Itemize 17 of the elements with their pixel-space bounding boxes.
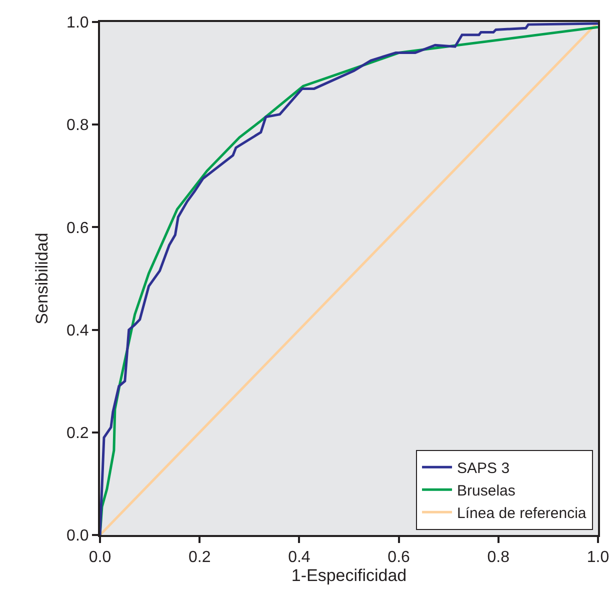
y-tick-label: 0.2 <box>66 425 89 442</box>
legend-label: SAPS 3 <box>457 460 510 477</box>
x-tick-label: 0.8 <box>487 549 510 566</box>
y-tick-label: 1.0 <box>66 14 89 32</box>
x-tick-label: 0.2 <box>188 549 211 566</box>
legend-label: Bruselas <box>457 482 516 500</box>
x-tick-label: 0.0 <box>88 549 112 566</box>
y-tick-label: 0.6 <box>66 220 89 237</box>
x-axis-title: 1-Especificidad <box>291 566 407 586</box>
x-tick-label: 0.6 <box>388 549 410 566</box>
y-axis-title: Sensibilidad <box>32 232 52 324</box>
x-tick-label: 1.0 <box>586 549 610 566</box>
x-tick-label: 0.4 <box>288 549 310 566</box>
y-tick-label: 0.8 <box>66 117 89 134</box>
y-tick-label: 0.4 <box>66 322 89 340</box>
y-tick-label: 0.0 <box>66 528 89 545</box>
legend-label: Línea de referencia <box>457 504 587 522</box>
